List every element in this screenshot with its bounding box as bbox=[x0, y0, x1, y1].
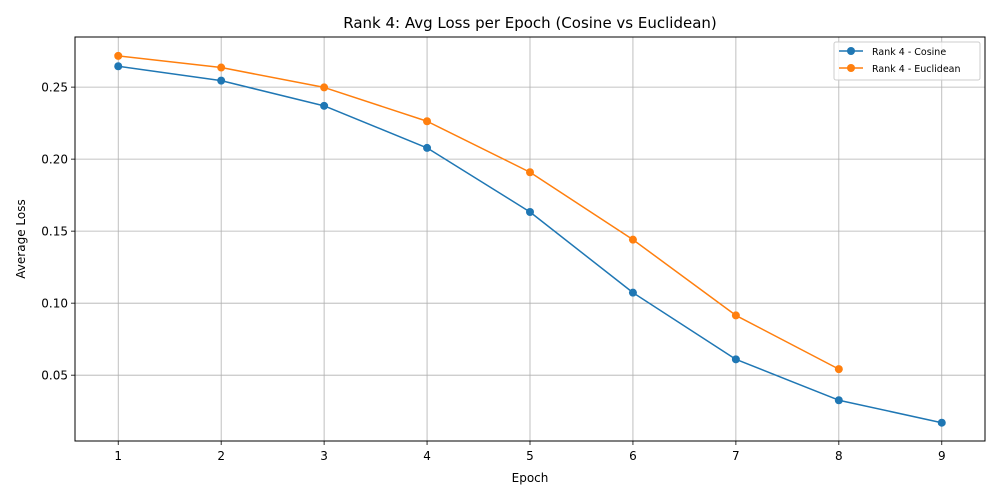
legend-marker-euclidean bbox=[847, 64, 855, 72]
x-tick-label: 7 bbox=[732, 449, 740, 463]
data-point-rank-4-cosine bbox=[834, 396, 843, 405]
x-tick-label: 5 bbox=[526, 449, 534, 463]
legend-box bbox=[833, 41, 981, 81]
x-axis-label: Epoch bbox=[512, 471, 549, 485]
data-point-rank-4-cosine bbox=[114, 62, 123, 71]
data-point-rank-4-cosine bbox=[320, 101, 329, 110]
y-tick-label: 0.25 bbox=[41, 81, 68, 95]
x-tick-label: 1 bbox=[114, 449, 122, 463]
data-point-rank-4-euclidean bbox=[731, 311, 740, 320]
data-point-rank-4-cosine bbox=[423, 143, 432, 152]
legend-label-euclidean: Rank 4 - Euclidean bbox=[872, 64, 961, 75]
series-rank-4-euclidean bbox=[114, 51, 843, 374]
series-rank-4-cosine bbox=[114, 62, 946, 427]
legend-label-cosine: Rank 4 - Cosine bbox=[872, 47, 946, 58]
data-point-rank-4-euclidean bbox=[834, 365, 843, 374]
x-tick-label: 6 bbox=[629, 449, 637, 463]
x-tick-label: 3 bbox=[320, 449, 328, 463]
data-point-rank-4-euclidean bbox=[217, 63, 226, 72]
series-line-rank-4-euclidean bbox=[118, 55, 840, 370]
axis-ticks: 1 2 3 4 5 6 7 8 9 0.05 0.10 0.15 0.20 0.25 bbox=[41, 81, 945, 463]
legend: Rank 4 - Cosine Rank 4 - Euclidean bbox=[833, 41, 981, 81]
chart-title: Rank 4: Avg Loss per Epoch (Cosine vs Eu… bbox=[343, 14, 717, 32]
y-tick-label: 0.10 bbox=[41, 297, 68, 311]
series bbox=[114, 51, 946, 427]
data-point-rank-4-cosine bbox=[217, 76, 226, 85]
x-tick-label: 8 bbox=[835, 449, 843, 463]
y-tick-label: 0.05 bbox=[41, 369, 68, 383]
y-axis-label: Average Loss bbox=[14, 199, 28, 278]
data-point-rank-4-euclidean bbox=[320, 83, 329, 92]
x-tick-label: 9 bbox=[938, 449, 946, 463]
data-point-rank-4-cosine bbox=[526, 207, 534, 216]
y-tick-label: 0.15 bbox=[41, 225, 68, 239]
data-point-rank-4-euclidean bbox=[526, 168, 534, 177]
data-point-rank-4-cosine bbox=[731, 355, 740, 364]
data-point-rank-4-cosine bbox=[628, 288, 637, 297]
plot-area-frame bbox=[74, 36, 986, 442]
x-tick-label: 2 bbox=[217, 449, 225, 463]
data-point-rank-4-euclidean bbox=[114, 51, 123, 60]
x-tick-label: 4 bbox=[423, 449, 431, 463]
data-point-rank-4-euclidean bbox=[628, 235, 637, 244]
legend-marker-cosine bbox=[847, 47, 855, 55]
data-point-rank-4-cosine bbox=[937, 418, 946, 427]
y-tick-label: 0.20 bbox=[41, 153, 68, 167]
data-point-rank-4-euclidean bbox=[423, 117, 432, 126]
